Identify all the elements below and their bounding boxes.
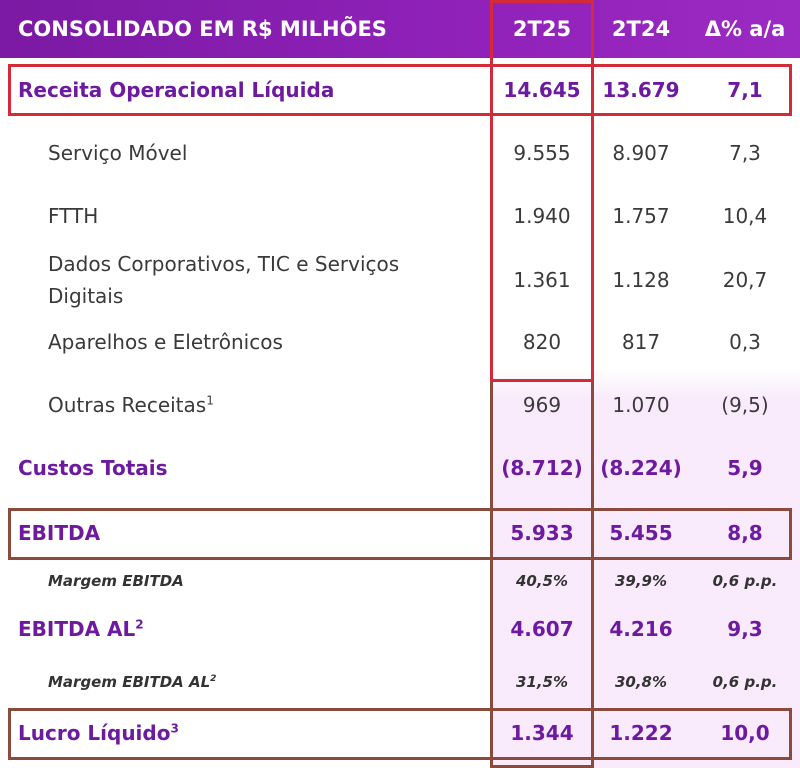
- value-2t25: 31,5%: [515, 673, 569, 691]
- header-col-delta: Δ% a/a: [704, 17, 786, 41]
- value-delta: 8,8: [727, 521, 763, 545]
- value-2t24: 8.907: [612, 141, 670, 165]
- value-2t25: 1.361: [513, 268, 571, 292]
- value-delta: 9,3: [727, 617, 763, 641]
- row-label-text: Outras Receitas: [48, 393, 207, 417]
- value-2t24: 39,9%: [614, 572, 668, 590]
- value-2t24: 1.070: [612, 393, 670, 417]
- value-delta: 10,0: [720, 721, 770, 745]
- value-2t25: 5.933: [510, 521, 574, 545]
- header-title: CONSOLIDADO EM R$ MILHÕES: [18, 17, 387, 41]
- value-2t25: 14.645: [503, 78, 581, 102]
- value-2t25: 40,5%: [515, 572, 569, 590]
- table-row: FTTH 1.940 1.757 10,4: [0, 193, 800, 239]
- header-col-2t25: 2T25: [512, 17, 572, 41]
- row-label: FTTH: [48, 204, 99, 228]
- table-row: Serviço Móvel 9.555 8.907 7,3: [0, 130, 800, 176]
- value-2t24: 1.757: [612, 204, 670, 228]
- footnote-marker: 1: [206, 393, 214, 408]
- row-label-text: EBITDA AL: [18, 617, 136, 641]
- value-2t24: 4.216: [609, 617, 673, 641]
- value-2t24: 1.128: [612, 268, 670, 292]
- table-row: Dados Corporativos, TIC e Serviços Digit…: [0, 248, 800, 312]
- value-2t24: 5.455: [609, 521, 673, 545]
- row-label: EBITDA AL2: [18, 606, 144, 652]
- table-row: EBITDA AL2 4.607 4.216 9,3: [0, 606, 800, 652]
- table-row: Outras Receitas1 969 1.070 (9,5): [0, 382, 800, 428]
- table-row: EBITDA 5.933 5.455 8,8: [0, 510, 800, 556]
- value-2t24: 30,8%: [614, 673, 668, 691]
- row-label: Lucro Líquido3: [18, 710, 179, 756]
- row-label: Margem EBITDA AL2: [48, 665, 216, 699]
- value-2t25: 969: [522, 393, 562, 417]
- row-label-line2: Digitais: [48, 284, 124, 308]
- row-label: Receita Operacional Líquida: [18, 78, 335, 102]
- value-delta: 0,3: [729, 330, 761, 354]
- table-row: Lucro Líquido3 1.344 1.222 10,0: [0, 710, 800, 756]
- value-2t25: 1.344: [510, 721, 574, 745]
- value-delta: 20,7: [722, 268, 768, 292]
- value-2t24: 817: [621, 330, 661, 354]
- value-delta: 0,6 p.p.: [712, 673, 778, 691]
- table-header: CONSOLIDADO EM R$ MILHÕES 2T25 2T24 Δ% a…: [0, 0, 800, 58]
- value-delta: 7,1: [727, 78, 763, 102]
- row-label: Outras Receitas1: [48, 382, 214, 428]
- row-label-text: Lucro Líquido: [18, 721, 171, 745]
- value-delta: 0,6 p.p.: [712, 572, 778, 590]
- table-row: Receita Operacional Líquida 14.645 13.67…: [0, 66, 800, 114]
- row-label: Aparelhos e Eletrônicos: [48, 330, 283, 354]
- value-2t25: 820: [522, 330, 562, 354]
- table-row: Aparelhos e Eletrônicos 820 817 0,3: [0, 319, 800, 365]
- row-label: Custos Totais: [18, 456, 168, 480]
- footnote-marker: 2: [210, 674, 217, 684]
- value-2t24: (8.224): [600, 456, 682, 480]
- row-label: Margem EBITDA: [48, 572, 184, 590]
- table-row: Custos Totais (8.712) (8.224) 5,9: [0, 445, 800, 491]
- value-2t24: 1.222: [609, 721, 673, 745]
- value-2t25: (8.712): [501, 456, 583, 480]
- row-label: Serviço Móvel: [48, 141, 188, 165]
- row-label-text: Margem EBITDA AL: [48, 673, 211, 691]
- table-row: Margem EBITDA AL2 31,5% 30,8% 0,6 p.p.: [0, 665, 800, 699]
- row-label-line1: Dados Corporativos, TIC e Serviços: [48, 252, 400, 276]
- column-highlight-band: [490, 0, 800, 768]
- value-2t25: 9.555: [513, 141, 571, 165]
- value-2t25: 4.607: [510, 617, 574, 641]
- footnote-marker: 3: [170, 721, 179, 736]
- value-delta: 7,3: [729, 141, 761, 165]
- row-label: EBITDA: [18, 521, 101, 545]
- value-2t25: 1.940: [513, 204, 571, 228]
- header-col-2t24: 2T24: [611, 17, 671, 41]
- value-2t24: 13.679: [602, 78, 680, 102]
- footnote-marker: 2: [135, 617, 144, 632]
- table-row: Margem EBITDA 40,5% 39,9% 0,6 p.p.: [0, 564, 800, 598]
- value-delta: (9,5): [721, 393, 769, 417]
- value-delta: 5,9: [727, 456, 763, 480]
- value-delta: 10,4: [722, 204, 768, 228]
